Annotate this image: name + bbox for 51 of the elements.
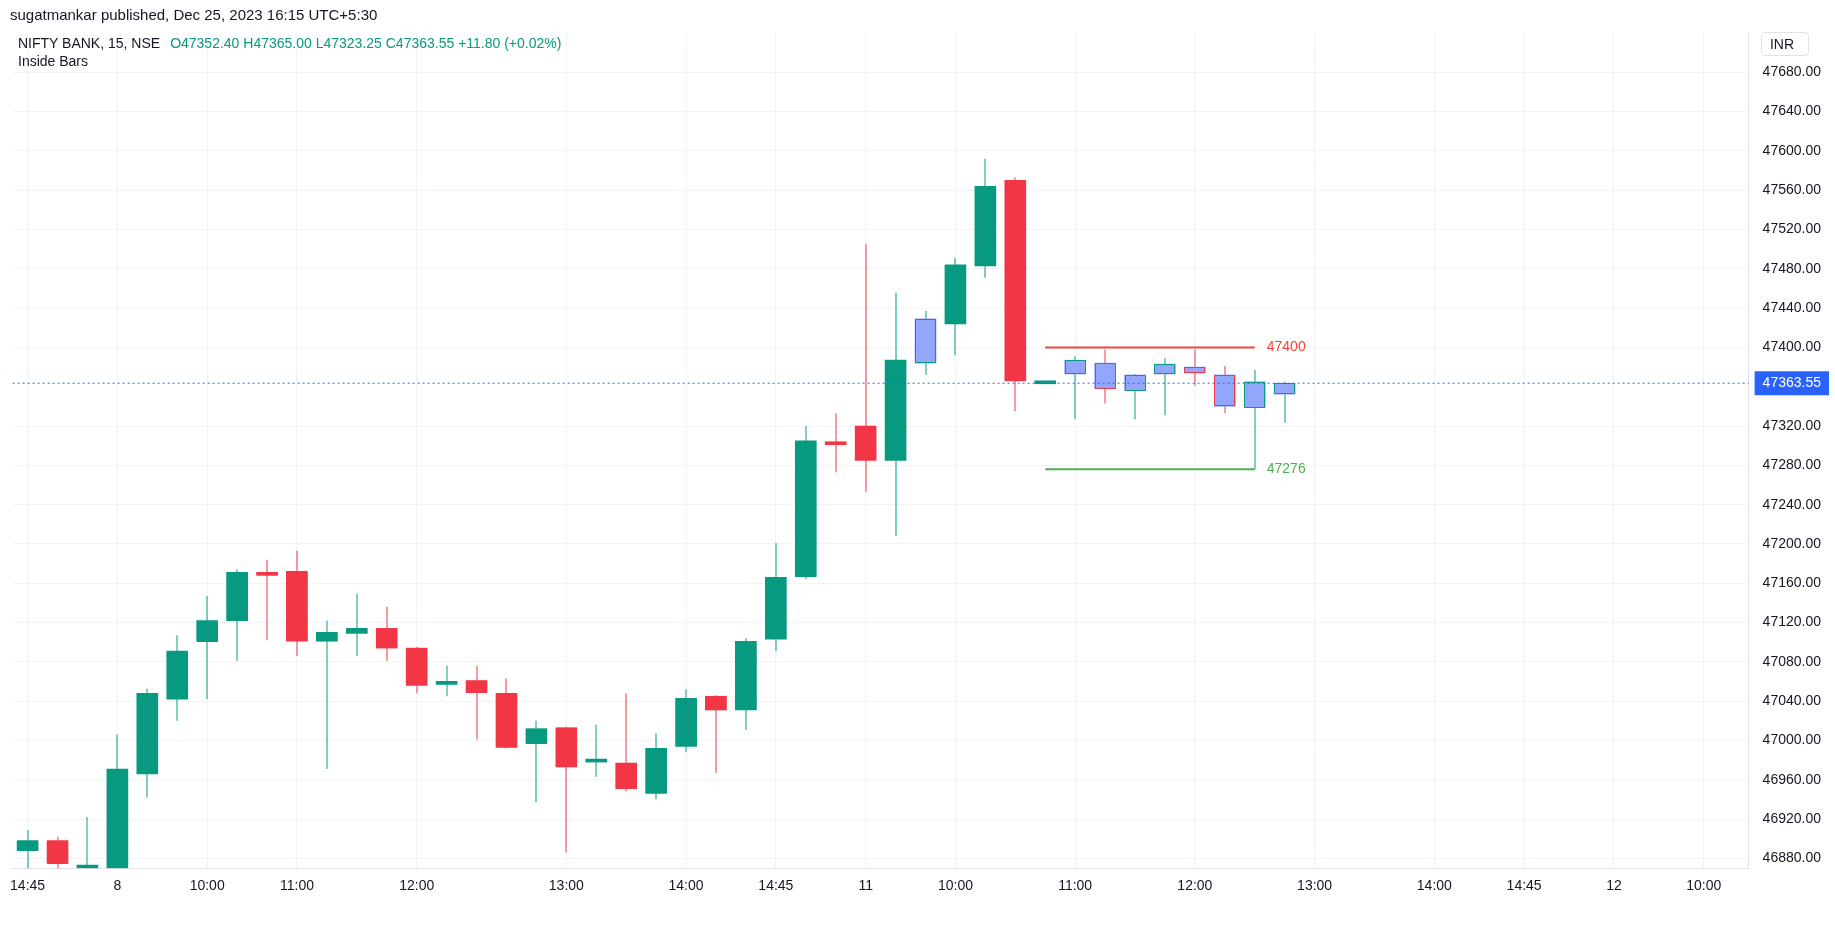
y-tick-label: 47000.00 bbox=[1762, 731, 1822, 748]
x-tick-label: 12:00 bbox=[399, 877, 435, 894]
x-tick-label: 8 bbox=[113, 877, 122, 894]
y-tick-label: 47560.00 bbox=[1762, 181, 1822, 198]
data-label: 47276 bbox=[1266, 460, 1306, 477]
candlestick bbox=[346, 594, 368, 656]
x-tick-label: 12 bbox=[1606, 877, 1622, 894]
y-tick-label: 46880.00 bbox=[1762, 849, 1822, 866]
candlestick bbox=[256, 559, 278, 641]
x-tick-label: 14:00 bbox=[1416, 877, 1453, 894]
y-tick-label: 47600.00 bbox=[1762, 141, 1822, 158]
y-tick-label: 47120.00 bbox=[1762, 613, 1822, 630]
y-tick-label: 47520.00 bbox=[1762, 220, 1822, 237]
annotation: Inside Bars bbox=[18, 53, 89, 69]
y-tick-label: 47640.00 bbox=[1762, 102, 1822, 119]
x-tick-label: 14:45 bbox=[10, 877, 46, 894]
x-tick-label: 13:00 bbox=[1297, 877, 1333, 894]
x-tick-label: 11:00 bbox=[279, 877, 315, 894]
text: sugatmankar published, Dec 25, 2023 16:15 UTC+5:30 bbox=[10, 6, 378, 23]
x-tick-label: 10:00 bbox=[189, 877, 225, 894]
chart-subtitle: O47352.40 H47365.00 L47323.25 C47363.55 +11.80 (+0.02%) bbox=[170, 35, 562, 51]
y-tick-label: 47680.00 bbox=[1762, 63, 1822, 80]
x-tick-label: 10:00 bbox=[1686, 877, 1722, 894]
x-tick-label: 14:45 bbox=[758, 877, 794, 894]
x-tick-label: 11 bbox=[858, 877, 874, 894]
y-tick-label: 46960.00 bbox=[1762, 770, 1822, 787]
chart-title: NIFTY BANK, 15, NSE bbox=[18, 35, 161, 51]
data-label: 47400 bbox=[1266, 338, 1306, 355]
y-tick-label: 47320.00 bbox=[1762, 416, 1822, 433]
candlestick bbox=[824, 413, 847, 473]
x-tick-label: 14:00 bbox=[668, 877, 704, 894]
x-tick-label: 14:45 bbox=[1506, 877, 1542, 894]
x-tick-label: 11:00 bbox=[1058, 877, 1093, 894]
y-tick-label: 47280.00 bbox=[1762, 456, 1822, 473]
y-tick-label: 47480.00 bbox=[1762, 259, 1822, 276]
x-tick-label: 10:00 bbox=[937, 877, 974, 894]
x-tick-label: 12:00 bbox=[1177, 877, 1213, 894]
y-tick-label: 47200.00 bbox=[1762, 534, 1822, 551]
y-tick-label: 47240.00 bbox=[1762, 495, 1822, 512]
y-tick-label: 47440.00 bbox=[1762, 298, 1822, 315]
candlestick bbox=[76, 817, 99, 869]
y-axis-title: INR bbox=[1760, 32, 1809, 56]
candlestick bbox=[585, 724, 608, 777]
candlestick bbox=[316, 620, 338, 769]
ref-line-label: 47363.55 bbox=[1762, 374, 1822, 391]
y-tick-label: 46920.00 bbox=[1762, 809, 1822, 826]
y-tick-label: 47040.00 bbox=[1762, 692, 1822, 709]
y-tick-label: 47160.00 bbox=[1762, 574, 1822, 591]
y-tick-label: 47400.00 bbox=[1762, 338, 1822, 355]
y-tick-label: 47080.00 bbox=[1762, 652, 1822, 669]
x-tick-label: 13:00 bbox=[548, 877, 585, 894]
